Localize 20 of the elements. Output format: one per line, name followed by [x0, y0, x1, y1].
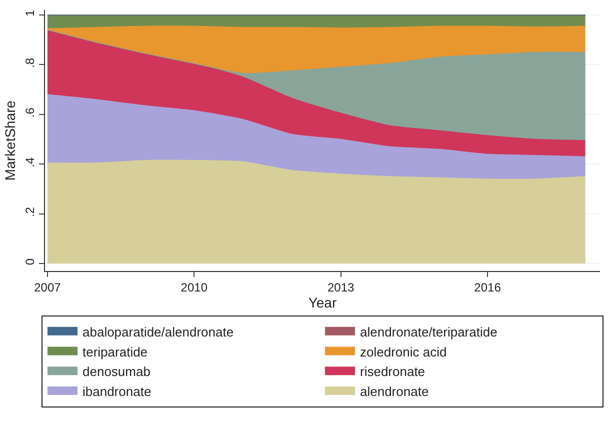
- legend-label: ibandronate: [82, 384, 152, 400]
- y-tick-label: .2: [23, 206, 38, 218]
- x-tick-label: 2007: [34, 280, 62, 294]
- legend-label: denosumab: [82, 364, 150, 380]
- y-tick-label: .6: [23, 107, 38, 118]
- x-tick-label: 2016: [474, 280, 502, 294]
- legend-label: alendronate: [360, 384, 429, 400]
- y-tick-label: 1: [23, 10, 38, 17]
- x-axis-title: Year: [308, 294, 337, 310]
- legend-label: zoledronic acid: [360, 344, 447, 360]
- legend-label: alendronate/teriparatide: [360, 324, 498, 340]
- x-tick-label: 2013: [327, 280, 355, 294]
- y-tick-label: .8: [23, 58, 38, 68]
- y-tick-label: 0: [23, 258, 38, 266]
- legend-label: risedronate: [360, 364, 426, 380]
- y-tick-label: .4: [23, 156, 38, 168]
- legend-label: teriparatide: [82, 344, 148, 360]
- x-tick-label: 2010: [180, 280, 208, 294]
- legend-label: abaloparatide/alendronate: [82, 324, 234, 340]
- y-axis-title: MarketShare: [2, 100, 18, 181]
